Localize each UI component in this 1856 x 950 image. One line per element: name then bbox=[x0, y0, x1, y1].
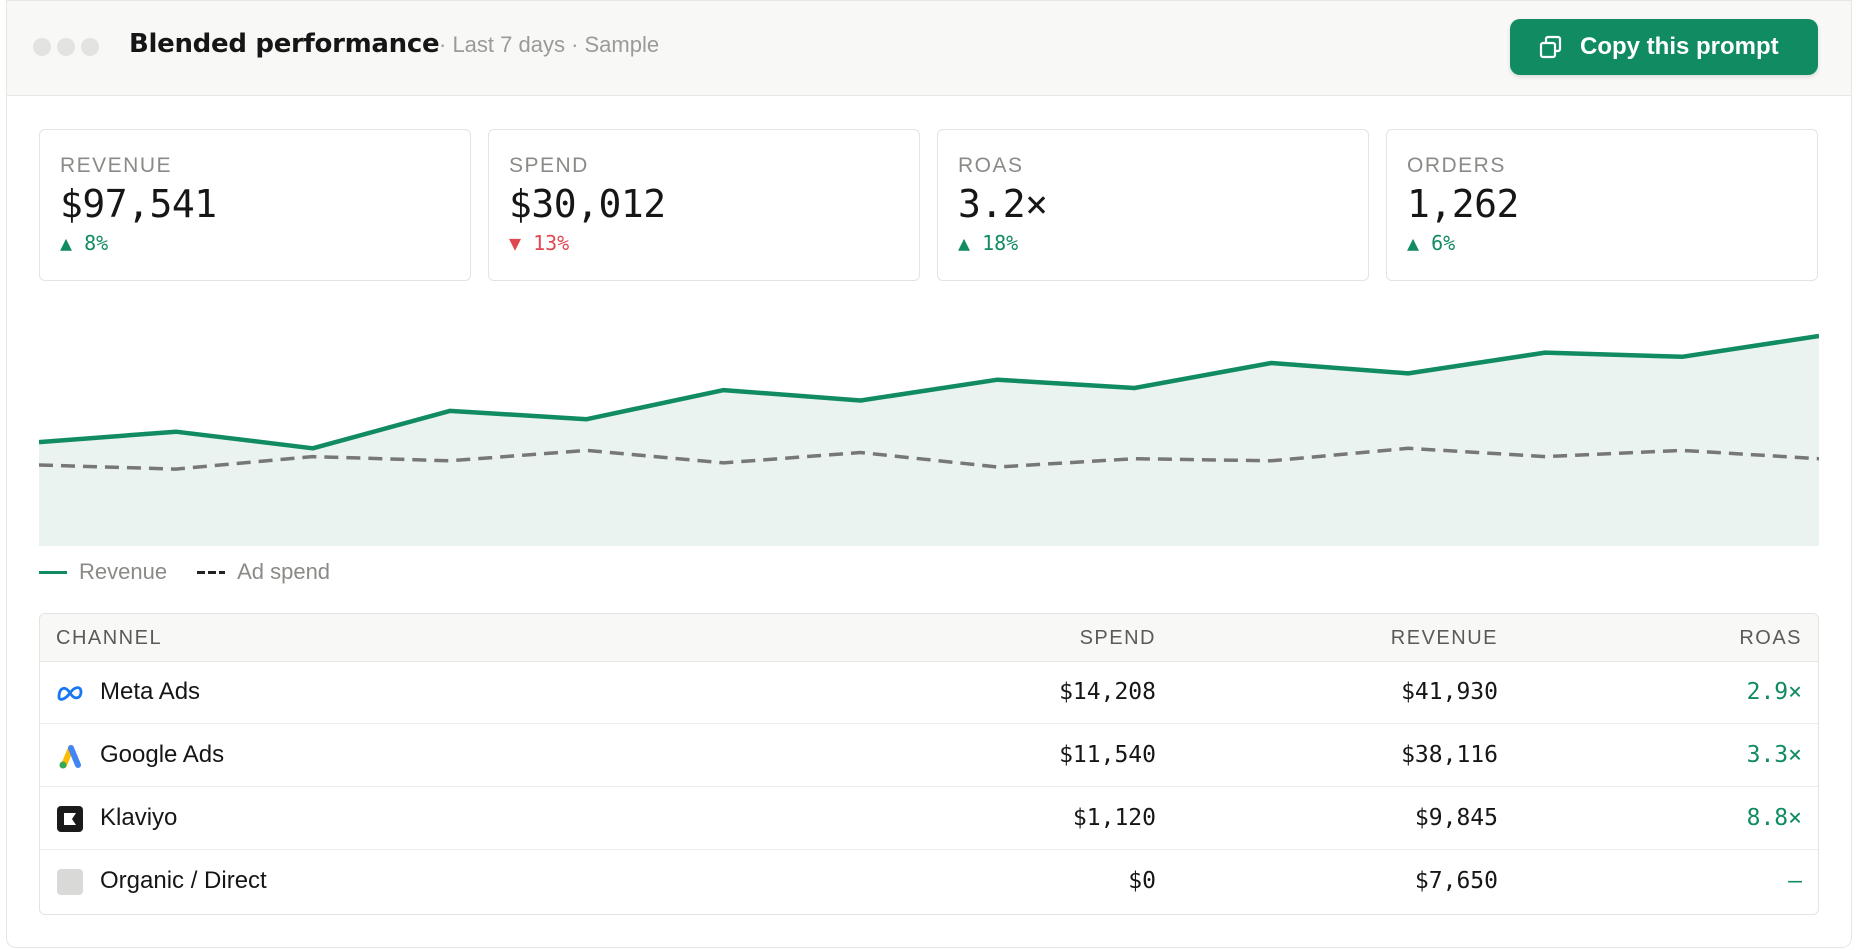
revenue-point bbox=[1269, 361, 1273, 365]
table-row[interactable]: Klaviyo $1,120 $9,845 8.8× bbox=[40, 788, 1818, 850]
channel-name: Google Ads bbox=[100, 741, 225, 768]
copy-prompt-button[interactable]: Copy this prompt bbox=[1510, 19, 1818, 75]
spend-value: $1,120 bbox=[1072, 805, 1156, 831]
kpi-value: 1,262 bbox=[1407, 182, 1519, 226]
column-header-roas: ROAS bbox=[1739, 627, 1802, 649]
chart-legend: Revenue Ad spend bbox=[39, 557, 360, 587]
copy-icon bbox=[1538, 34, 1564, 60]
legend-label: Ad spend bbox=[237, 559, 331, 584]
kpi-card-revenue: REVENUE $97,541 ▲ 8% bbox=[39, 129, 471, 281]
kpi-label: REVENUE bbox=[60, 154, 173, 177]
legend-swatch-dashed bbox=[197, 570, 226, 574]
performance-chart bbox=[39, 333, 1819, 546]
kpi-delta: ▼ 13% bbox=[509, 231, 570, 255]
spend-value: $0 bbox=[1128, 868, 1156, 894]
revenue-point bbox=[1132, 386, 1136, 390]
roas-value: 8.8× bbox=[1746, 805, 1802, 831]
kpi-value: $97,541 bbox=[60, 182, 217, 226]
table-row[interactable]: Organic / Direct $0 $7,650 — bbox=[40, 851, 1818, 913]
organic-icon bbox=[56, 868, 84, 896]
kpi-delta: ▲ 8% bbox=[60, 231, 109, 255]
window-dot-icon bbox=[57, 38, 75, 56]
revenue-area bbox=[39, 336, 1819, 546]
revenue-value: $38,116 bbox=[1401, 742, 1498, 768]
column-header-channel: CHANNEL bbox=[56, 627, 163, 649]
title-bar: Blended performance · Last 7 days · Samp… bbox=[7, 1, 1851, 96]
revenue-point bbox=[859, 399, 863, 403]
ad-spend-point bbox=[996, 465, 1000, 469]
window-dot-icon bbox=[33, 38, 51, 56]
revenue-point bbox=[722, 388, 726, 392]
roas-value: — bbox=[1788, 868, 1802, 894]
kpi-delta: ▲ 18% bbox=[958, 231, 1019, 255]
legend-swatch-solid bbox=[39, 570, 67, 574]
channel-table: CHANNEL SPEND REVENUE ROAS Meta Ads $14,… bbox=[39, 613, 1819, 915]
roas-value: 2.9× bbox=[1746, 679, 1802, 705]
spend-value: $11,540 bbox=[1059, 742, 1156, 768]
ad-spend-point bbox=[1132, 457, 1136, 461]
google-ads-icon bbox=[56, 742, 84, 770]
meta-icon bbox=[56, 679, 84, 707]
dashboard-card: Blended performance · Last 7 days · Samp… bbox=[6, 0, 1852, 948]
channel-name: Organic / Direct bbox=[100, 867, 267, 894]
roas-value: 3.3× bbox=[1746, 742, 1802, 768]
window-dot-icon bbox=[81, 38, 99, 56]
table-header: CHANNEL SPEND REVENUE ROAS bbox=[40, 614, 1818, 662]
kpi-card-roas: ROAS 3.2× ▲ 18% bbox=[937, 129, 1369, 281]
kpi-label: ORDERS bbox=[1407, 154, 1506, 177]
legend-label: Revenue bbox=[79, 559, 168, 584]
revenue-point bbox=[174, 430, 178, 434]
ad-spend-point bbox=[174, 467, 178, 471]
page-title: Blended performance bbox=[129, 29, 440, 59]
copy-prompt-label: Copy this prompt bbox=[1580, 33, 1779, 60]
channel-name: Klaviyo bbox=[100, 804, 178, 831]
klaviyo-icon bbox=[56, 805, 84, 833]
kpi-label: SPEND bbox=[509, 154, 589, 177]
kpi-delta: ▲ 6% bbox=[1407, 231, 1456, 255]
ad-spend-point bbox=[722, 461, 726, 465]
kpi-value: 3.2× bbox=[958, 182, 1048, 226]
revenue-value: $7,650 bbox=[1414, 868, 1498, 894]
ad-spend-line bbox=[39, 446, 1819, 471]
revenue-value: $41,930 bbox=[1401, 679, 1498, 705]
kpi-card-orders: ORDERS 1,262 ▲ 6% bbox=[1386, 129, 1818, 281]
ad-spend-point bbox=[1406, 446, 1410, 450]
revenue-point bbox=[448, 409, 452, 413]
spend-value: $14,208 bbox=[1059, 679, 1156, 705]
ad-spend-point bbox=[448, 459, 452, 463]
kpi-value: $30,012 bbox=[509, 182, 666, 226]
table-row[interactable]: Meta Ads $14,208 $41,930 2.9× bbox=[40, 662, 1818, 724]
table-row[interactable]: Google Ads $11,540 $38,116 3.3× bbox=[40, 725, 1818, 787]
revenue-point bbox=[311, 446, 315, 450]
ad-spend-point bbox=[1543, 455, 1547, 459]
channel-name: Meta Ads bbox=[100, 678, 201, 705]
revenue-point bbox=[1680, 355, 1684, 359]
kpi-card-spend: SPEND $30,012 ▼ 13% bbox=[488, 129, 920, 281]
column-header-revenue: REVENUE bbox=[1390, 627, 1498, 649]
legend-item-revenue: Revenue bbox=[39, 559, 167, 585]
ad-spend-point bbox=[311, 455, 315, 459]
ad-spend-point bbox=[859, 451, 863, 455]
revenue-point bbox=[1543, 351, 1547, 355]
legend-item-ad-spend: Ad spend bbox=[197, 559, 330, 585]
ad-spend-point bbox=[1269, 459, 1273, 463]
ad-spend-point bbox=[1680, 448, 1684, 452]
column-header-spend: SPEND bbox=[1079, 627, 1156, 649]
ad-spend-point bbox=[585, 448, 589, 452]
kpi-label: ROAS bbox=[958, 154, 1024, 177]
revenue-point bbox=[1406, 371, 1410, 375]
revenue-point bbox=[996, 378, 1000, 382]
revenue-point bbox=[585, 417, 589, 421]
page-subtitle: · Last 7 days · Sample bbox=[439, 32, 660, 57]
revenue-line bbox=[39, 333, 1819, 451]
revenue-value: $9,845 bbox=[1414, 805, 1498, 831]
